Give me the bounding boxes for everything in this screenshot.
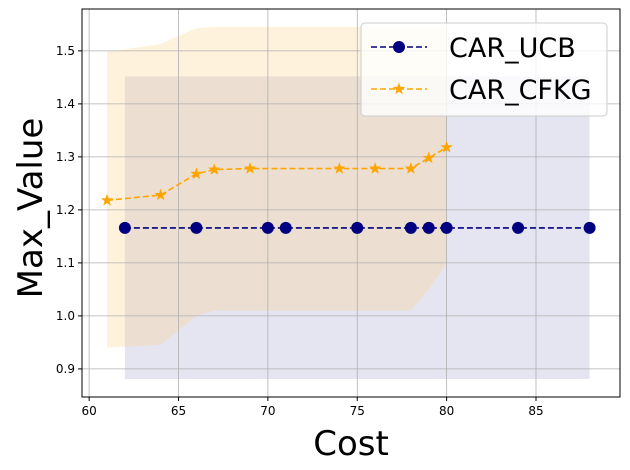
y-tick-label: 1.0 xyxy=(56,309,75,323)
y-tick-label: 1.4 xyxy=(56,97,75,111)
x-tick-label: 75 xyxy=(350,404,365,418)
data-point xyxy=(440,140,453,153)
data-point xyxy=(333,162,346,174)
data-point xyxy=(208,163,221,175)
legend-marker xyxy=(393,41,405,53)
x-tick-label: 80 xyxy=(439,404,454,418)
data-point xyxy=(440,221,453,234)
data-point xyxy=(154,188,167,201)
data-point xyxy=(422,221,435,234)
data-point xyxy=(583,221,596,234)
series-line-1 xyxy=(106,146,448,202)
y-axis-ticks: 0.9 1.0 1.1 1.2 1.3 1.4 1.5 xyxy=(56,44,82,376)
data-point xyxy=(261,221,274,234)
x-axis-ticks: 60 65 70 75 80 85 xyxy=(82,397,544,418)
x-tick-label: 85 xyxy=(528,404,543,418)
data-point xyxy=(100,193,114,206)
y-tick-label: 1.2 xyxy=(56,203,75,217)
data-point xyxy=(351,221,364,234)
data-point xyxy=(404,221,417,234)
data-point xyxy=(190,221,203,234)
data-point xyxy=(243,162,257,174)
data-point xyxy=(118,221,131,234)
data-point xyxy=(368,162,382,174)
data-point xyxy=(190,167,203,180)
data-point xyxy=(279,221,292,234)
y-tick-label: 1.1 xyxy=(56,256,75,270)
data-point xyxy=(512,221,525,234)
data-point xyxy=(404,162,418,174)
y-tick-label: 1.3 xyxy=(56,150,75,164)
legend: CAR_UCB CAR_CFKG xyxy=(360,22,608,117)
legend-box xyxy=(360,22,608,117)
legend-label: CAR_UCB xyxy=(449,33,576,64)
y-tick-label: 0.9 xyxy=(56,362,75,376)
x-tick-label: 70 xyxy=(260,404,275,418)
y-tick-label: 1.5 xyxy=(56,44,75,58)
x-tick-label: 65 xyxy=(171,404,186,418)
legend-marker xyxy=(392,82,406,95)
plot-frame xyxy=(81,8,621,398)
y-axis-label: Max_Value xyxy=(11,118,51,299)
data-point xyxy=(422,151,435,164)
x-tick-label: 60 xyxy=(82,404,97,418)
series-lines xyxy=(100,140,596,234)
legend-label: CAR_CFKG xyxy=(449,75,592,106)
x-axis-label: Cost xyxy=(313,424,389,464)
